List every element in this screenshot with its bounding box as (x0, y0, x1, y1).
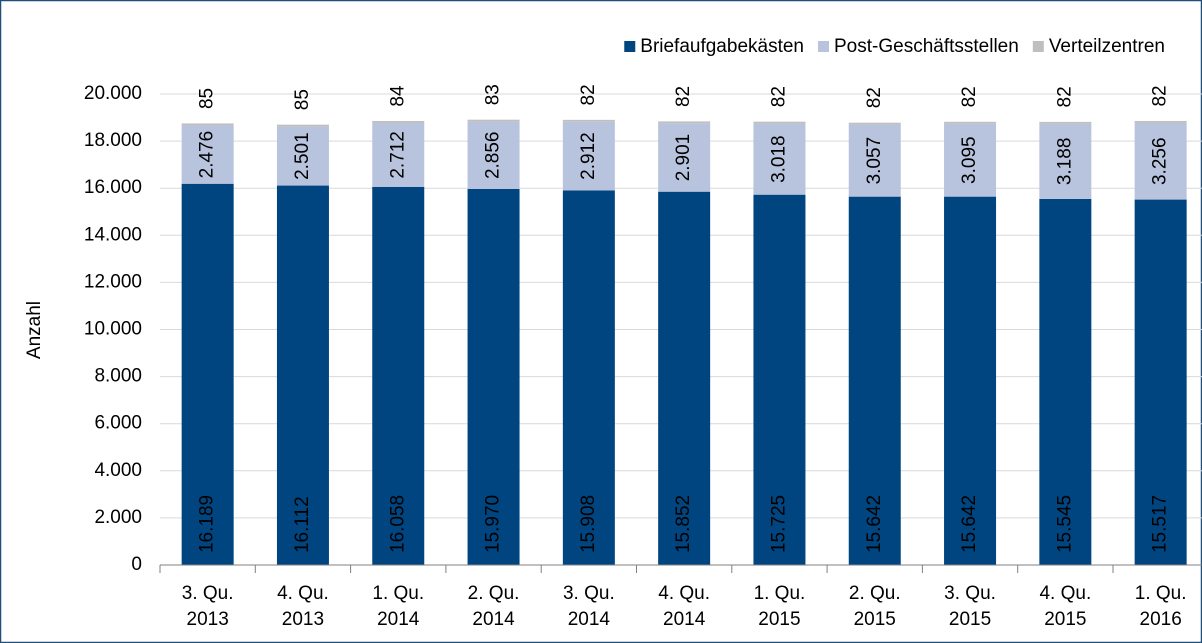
bar-segment (1039, 123, 1092, 199)
data-label: 85 (292, 89, 313, 110)
bar-segment (372, 122, 425, 187)
data-label: 82 (1054, 86, 1075, 107)
data-label: 82 (1150, 85, 1171, 106)
y-tick-label: 16.000 (84, 177, 142, 198)
x-tick-label: 3. Qu. 2013 (182, 583, 234, 630)
y-tick-label: 18.000 (84, 130, 142, 151)
data-label: 82 (578, 84, 599, 105)
bar-segment (1134, 120, 1187, 123)
x-tick-label: 4. Qu. 2015 (1039, 583, 1091, 630)
x-tick-label: 2. Qu. 2015 (849, 583, 901, 630)
y-tick-label: 10.000 (84, 319, 142, 340)
legend-swatch (818, 41, 829, 52)
bar-segment (467, 188, 520, 565)
bar-segment (372, 186, 425, 565)
y-tick-label: 4.000 (94, 460, 142, 481)
bar-segment (562, 190, 615, 566)
bar-segment (848, 122, 901, 125)
bar-segment (848, 196, 901, 565)
y-tick-label: 8.000 (94, 366, 142, 387)
x-tick-label: 1. Qu. 2014 (372, 583, 424, 630)
bar-segment (181, 183, 234, 565)
data-label: 15.545 (1054, 495, 1075, 553)
bar-segment (944, 121, 997, 124)
bar-segment (562, 119, 615, 122)
data-label: 2.901 (673, 134, 694, 182)
y-tick-label: 6.000 (94, 413, 142, 434)
bar-segment (181, 125, 234, 184)
data-label: 2.476 (197, 131, 218, 179)
bar-segment (944, 123, 997, 197)
legend-label: Verteilzentren (1049, 36, 1165, 57)
data-label: 16.058 (387, 495, 408, 553)
bar-segment (1039, 198, 1092, 565)
data-label: 3.057 (864, 137, 885, 185)
data-label: 3.095 (959, 136, 980, 184)
data-label: 83 (483, 84, 504, 105)
x-tick-label: 4. Qu. 2014 (658, 583, 710, 630)
data-label: 2.501 (292, 132, 313, 180)
bar-segment (848, 124, 901, 197)
x-tick-label: 1. Qu. 2015 (754, 583, 806, 630)
y-tick-label: 12.000 (84, 271, 142, 292)
legend-label: Briefaufgabekästen (640, 36, 804, 57)
bar-segment (753, 121, 806, 124)
bar-segment (658, 121, 711, 124)
bar-segment (753, 194, 806, 565)
bar-segment (467, 119, 520, 122)
bar-segment (658, 123, 711, 192)
y-axis-title: Anzahl (24, 301, 45, 359)
y-tick-label: 2.000 (94, 507, 142, 528)
x-tick-label: 1. Qu. 2016 (1135, 583, 1187, 630)
data-label: 15.852 (673, 495, 694, 553)
data-label: 15.970 (483, 495, 504, 553)
x-tick-label: 3. Qu. 2015 (944, 583, 996, 630)
bar-segment (658, 191, 711, 565)
data-label: 82 (959, 86, 980, 107)
data-label: 84 (387, 85, 408, 107)
data-label: 15.908 (578, 495, 599, 553)
y-tick-label: 14.000 (84, 224, 142, 245)
data-label: 16.112 (292, 496, 313, 553)
data-label: 16.189 (197, 495, 218, 553)
data-label: 15.725 (768, 495, 789, 553)
x-tick-label: 3. Qu. 2014 (563, 583, 615, 630)
bar-segment (181, 123, 234, 126)
legend-swatch (1032, 41, 1044, 52)
data-label: 3.018 (768, 135, 789, 183)
x-tick-label: 2. Qu. 2014 (468, 583, 520, 630)
legend-label: Post-Geschäftsstellen (834, 36, 1019, 57)
x-tick-label: 4. Qu. 2013 (277, 583, 329, 630)
data-label: 15.517 (1150, 495, 1171, 553)
data-label: 85 (197, 88, 218, 109)
data-label: 2.712 (387, 131, 408, 179)
bar-segment (276, 124, 329, 127)
bar-segment (1134, 122, 1187, 200)
legend-swatch (624, 41, 636, 52)
data-label: 3.256 (1150, 137, 1171, 185)
data-label: 2.912 (578, 132, 599, 180)
data-label: 15.642 (864, 495, 885, 553)
bar-segment (1134, 199, 1187, 565)
bar-segment (276, 185, 329, 566)
data-label: 82 (864, 87, 885, 108)
bar-segment (372, 120, 425, 123)
data-label: 2.856 (483, 132, 504, 180)
bar-segment (753, 123, 806, 195)
bar-segment (1039, 121, 1092, 124)
data-label: 82 (673, 86, 694, 107)
bar-segment (944, 196, 997, 565)
y-tick-label: 0 (131, 554, 142, 575)
bar-segment (562, 121, 615, 191)
bar-segment (467, 121, 520, 189)
bar-segment (276, 126, 329, 186)
y-tick-label: 20.000 (84, 83, 142, 104)
data-label: 82 (768, 86, 789, 107)
data-label: 15.642 (959, 495, 980, 553)
data-label: 3.188 (1054, 138, 1075, 186)
